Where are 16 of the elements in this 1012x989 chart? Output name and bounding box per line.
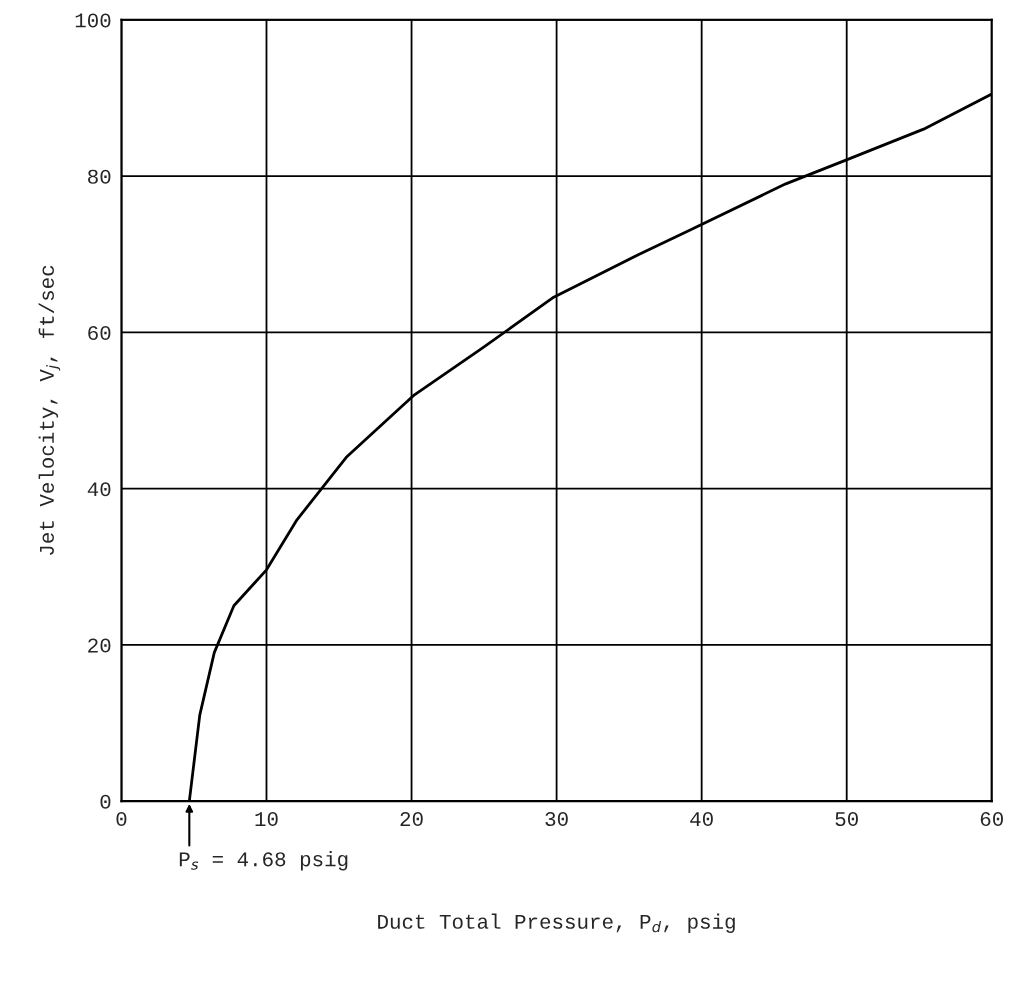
x-tick-label: 60 [980,811,1003,827]
x-tick-label: 50 [835,811,858,827]
y-tick-label: 0 [100,794,111,809]
x-tick-label: 30 [545,811,568,827]
y-tick-label: 40 [87,482,111,497]
x-tick-label: 10 [255,811,278,827]
y-tick-label: 80 [88,169,111,184]
y-tick-label: 100 [75,13,111,28]
annotation: P$_{s}$ = 4.68 psig [179,851,348,871]
x-tick-label: 20 [400,811,423,827]
y-tick-label: 20 [88,638,111,653]
x-tick-label: 0 [116,811,127,827]
x-axis-title: Duct Total Pressure, P$_{d}$, psig [378,913,735,933]
x-tick-label: 40 [690,811,713,827]
y-tick-label: 60 [88,325,111,341]
y-axis-title: Jet Velocity, V$_{j}$, ft/sec [38,265,61,555]
